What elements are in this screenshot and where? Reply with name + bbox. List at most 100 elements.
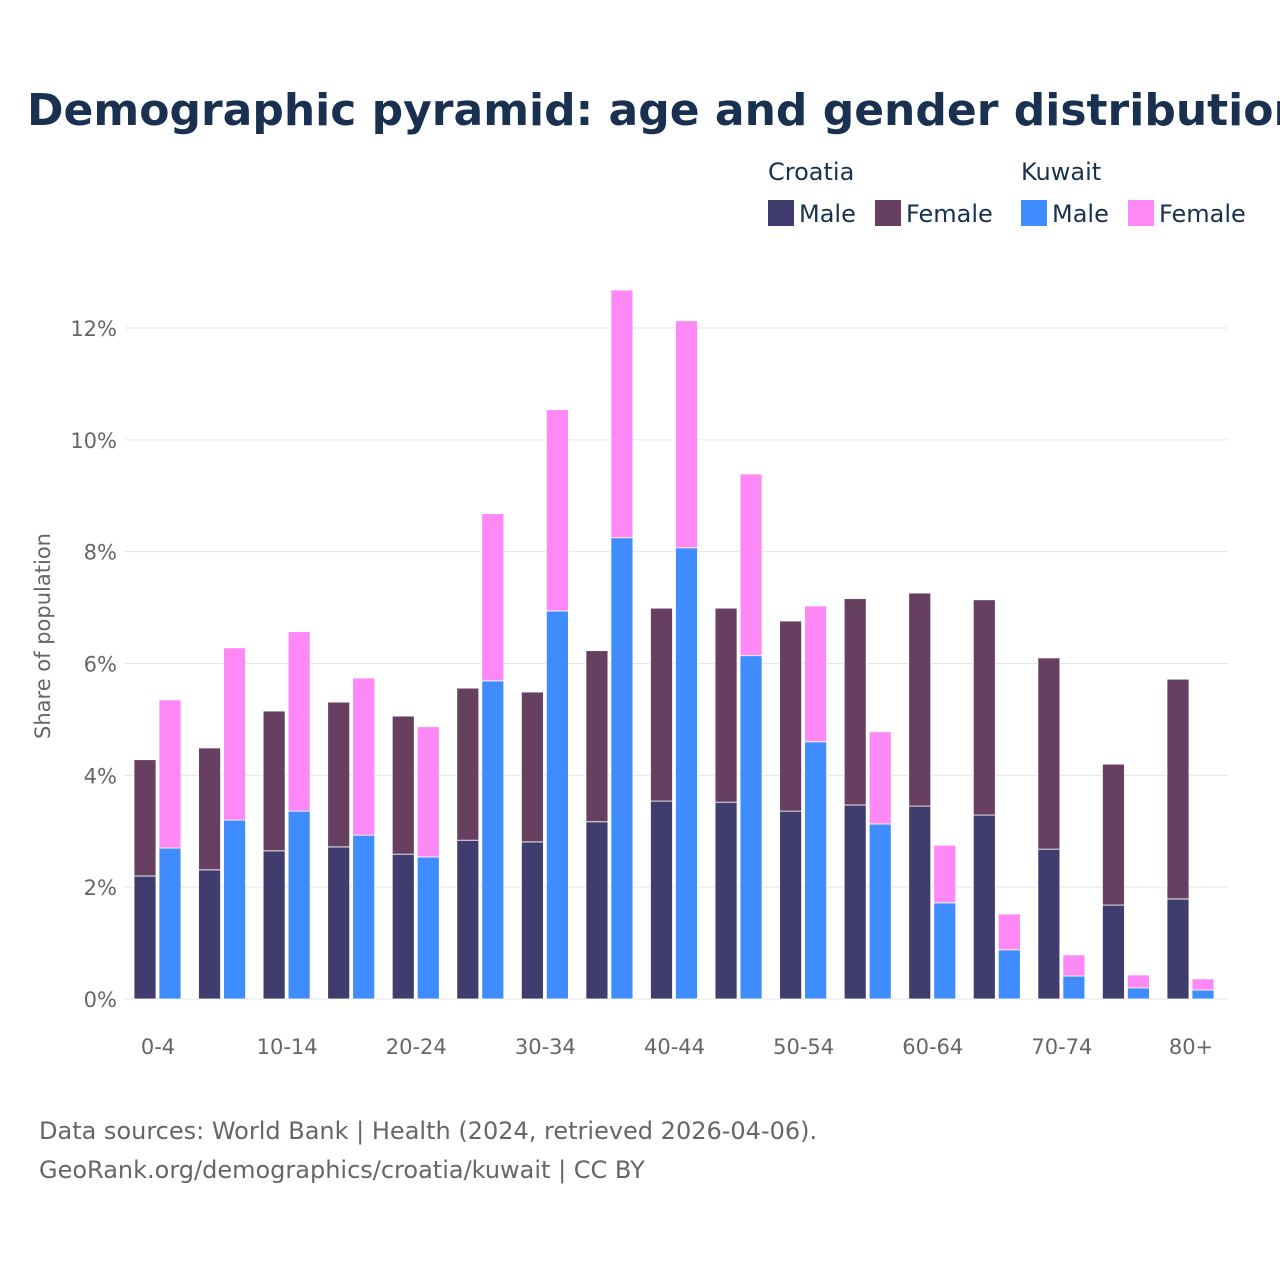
bar-kuwait-male-60-64 bbox=[933, 902, 957, 1000]
bar-kuwait-female-10-14 bbox=[287, 631, 311, 812]
bar-kuwait-male-5-9 bbox=[223, 819, 246, 1000]
y-tick-label: 4% bbox=[84, 764, 117, 788]
bar-croatia-male-75-79 bbox=[1102, 904, 1125, 1000]
bar-croatia-female-65-69 bbox=[972, 599, 996, 816]
y-tick-label: 6% bbox=[84, 653, 117, 677]
bar-croatia-female-5-9 bbox=[198, 747, 221, 871]
x-tick-label: 80+ bbox=[1169, 1035, 1213, 1059]
y-tick-label: 10% bbox=[70, 429, 117, 453]
bar-kuwait-male-50-54 bbox=[804, 741, 828, 1000]
bar-kuwait-male-55-59 bbox=[868, 823, 892, 1000]
bar-croatia-male-80+ bbox=[1166, 898, 1190, 1000]
bar-kuwait-female-30-34 bbox=[545, 409, 569, 612]
legend: Croatia Male Female Kuwait Male Female bbox=[768, 158, 1246, 228]
bar-croatia-female-15-19 bbox=[327, 701, 351, 848]
bar-croatia-male-50-54 bbox=[779, 810, 803, 1000]
bar-kuwait-male-30-34 bbox=[545, 610, 569, 1000]
bar-kuwait-male-35-39 bbox=[610, 537, 634, 1000]
x-tick-label: 50-54 bbox=[773, 1035, 834, 1059]
source-line-1: Data sources: World Bank | Health (2024,… bbox=[39, 1117, 817, 1145]
bar-croatia-male-45-49 bbox=[714, 801, 738, 1000]
legend-group-title: Croatia bbox=[768, 158, 854, 186]
bar-croatia-male-60-64 bbox=[908, 805, 932, 1000]
bar-kuwait-female-75-79 bbox=[1127, 974, 1150, 989]
y-tick-label: 2% bbox=[84, 876, 117, 900]
bar-croatia-female-30-34 bbox=[520, 691, 544, 843]
y-tick-label: 0% bbox=[84, 988, 117, 1012]
legend-label: Male bbox=[799, 200, 856, 228]
bar-croatia-female-35-39 bbox=[585, 650, 609, 823]
bar-croatia-male-35-39 bbox=[585, 821, 609, 1000]
legend-label: Female bbox=[1159, 200, 1246, 228]
bar-kuwait-female-20-24 bbox=[416, 726, 440, 858]
legend-swatch bbox=[875, 200, 901, 226]
bar-kuwait-female-50-54 bbox=[804, 605, 828, 743]
bar-croatia-female-45-49 bbox=[714, 607, 738, 803]
source-line-2: GeoRank.org/demographics/croatia/kuwait … bbox=[39, 1156, 645, 1184]
bar-kuwait-male-25-29 bbox=[481, 680, 505, 1000]
bar-croatia-male-40-44 bbox=[650, 800, 673, 1000]
bar-kuwait-male-45-49 bbox=[739, 655, 763, 1000]
legend-label: Female bbox=[906, 200, 993, 228]
x-tick-label: 40-44 bbox=[644, 1035, 705, 1059]
bar-croatia-male-10-14 bbox=[262, 850, 286, 1000]
bar-kuwait-male-20-24 bbox=[416, 856, 440, 1000]
bar-kuwait-female-15-19 bbox=[352, 677, 376, 836]
y-tick-label: 8% bbox=[84, 541, 117, 565]
y-tick-label: 12% bbox=[70, 317, 117, 341]
bar-kuwait-male-40-44 bbox=[675, 547, 698, 1000]
bar-kuwait-male-80+ bbox=[1191, 989, 1215, 1000]
bar-kuwait-female-70-74 bbox=[1062, 954, 1086, 977]
bar-croatia-female-50-54 bbox=[779, 620, 803, 812]
x-axis: 0-4 10-14 20-24 30-34 40-44 50-54 60-64 70-74 80… bbox=[141, 1035, 1213, 1059]
bar-kuwait-female-65-69 bbox=[997, 913, 1021, 951]
bar-kuwait-female-0-4 bbox=[158, 699, 182, 849]
x-tick-label: 10-14 bbox=[257, 1035, 318, 1059]
bar-kuwait-female-35-39 bbox=[610, 289, 634, 539]
x-tick-label: 20-24 bbox=[386, 1035, 447, 1059]
bar-croatia-female-70-74 bbox=[1037, 657, 1061, 850]
x-tick-label: 70-74 bbox=[1031, 1035, 1092, 1059]
bar-kuwait-female-5-9 bbox=[223, 647, 246, 821]
bar-kuwait-female-45-49 bbox=[739, 473, 763, 657]
y-axis-label: Share of population bbox=[31, 533, 55, 739]
bar-croatia-female-20-24 bbox=[391, 715, 415, 855]
bar-kuwait-male-0-4 bbox=[158, 847, 182, 1000]
bar-croatia-male-15-19 bbox=[327, 846, 351, 1000]
bar-croatia-female-25-29 bbox=[456, 687, 480, 841]
bar-croatia-male-5-9 bbox=[198, 869, 221, 1000]
legend-swatch bbox=[1021, 200, 1047, 226]
bar-kuwait-female-25-29 bbox=[481, 513, 505, 682]
bar-kuwait-female-60-64 bbox=[933, 844, 957, 904]
bar-kuwait-female-40-44 bbox=[675, 320, 698, 549]
bar-croatia-male-25-29 bbox=[456, 839, 480, 1000]
x-tick-label: 60-64 bbox=[902, 1035, 963, 1059]
bar-croatia-male-20-24 bbox=[391, 853, 415, 1000]
x-tick-label: 30-34 bbox=[515, 1035, 576, 1059]
bar-kuwait-male-70-74 bbox=[1062, 975, 1086, 1000]
bar-croatia-male-70-74 bbox=[1037, 848, 1061, 1000]
bar-croatia-male-30-34 bbox=[520, 841, 544, 1000]
bar-kuwait-male-15-19 bbox=[352, 834, 376, 1000]
legend-label: Male bbox=[1052, 200, 1109, 228]
x-tick-label: 0-4 bbox=[141, 1035, 175, 1059]
bar-croatia-female-80+ bbox=[1166, 678, 1190, 900]
bar-kuwait-male-65-69 bbox=[997, 949, 1021, 1000]
bar-kuwait-female-80+ bbox=[1191, 978, 1215, 991]
bar-kuwait-female-55-59 bbox=[868, 731, 892, 825]
bar-croatia-male-65-69 bbox=[972, 814, 996, 1000]
legend-swatch bbox=[1128, 200, 1154, 226]
bar-croatia-male-55-59 bbox=[843, 804, 867, 1000]
bar-croatia-female-60-64 bbox=[908, 592, 932, 807]
bars bbox=[133, 289, 1215, 1000]
chart-title: Demographic pyramid: age and gender dist… bbox=[27, 85, 1280, 136]
legend-swatch bbox=[768, 200, 794, 226]
legend-group-title: Kuwait bbox=[1021, 158, 1101, 186]
bar-croatia-female-10-14 bbox=[262, 710, 286, 852]
bar-kuwait-male-10-14 bbox=[287, 810, 311, 1000]
bar-croatia-female-75-79 bbox=[1102, 763, 1125, 906]
bar-croatia-female-0-4 bbox=[133, 759, 157, 877]
bar-kuwait-male-75-79 bbox=[1127, 987, 1150, 1000]
